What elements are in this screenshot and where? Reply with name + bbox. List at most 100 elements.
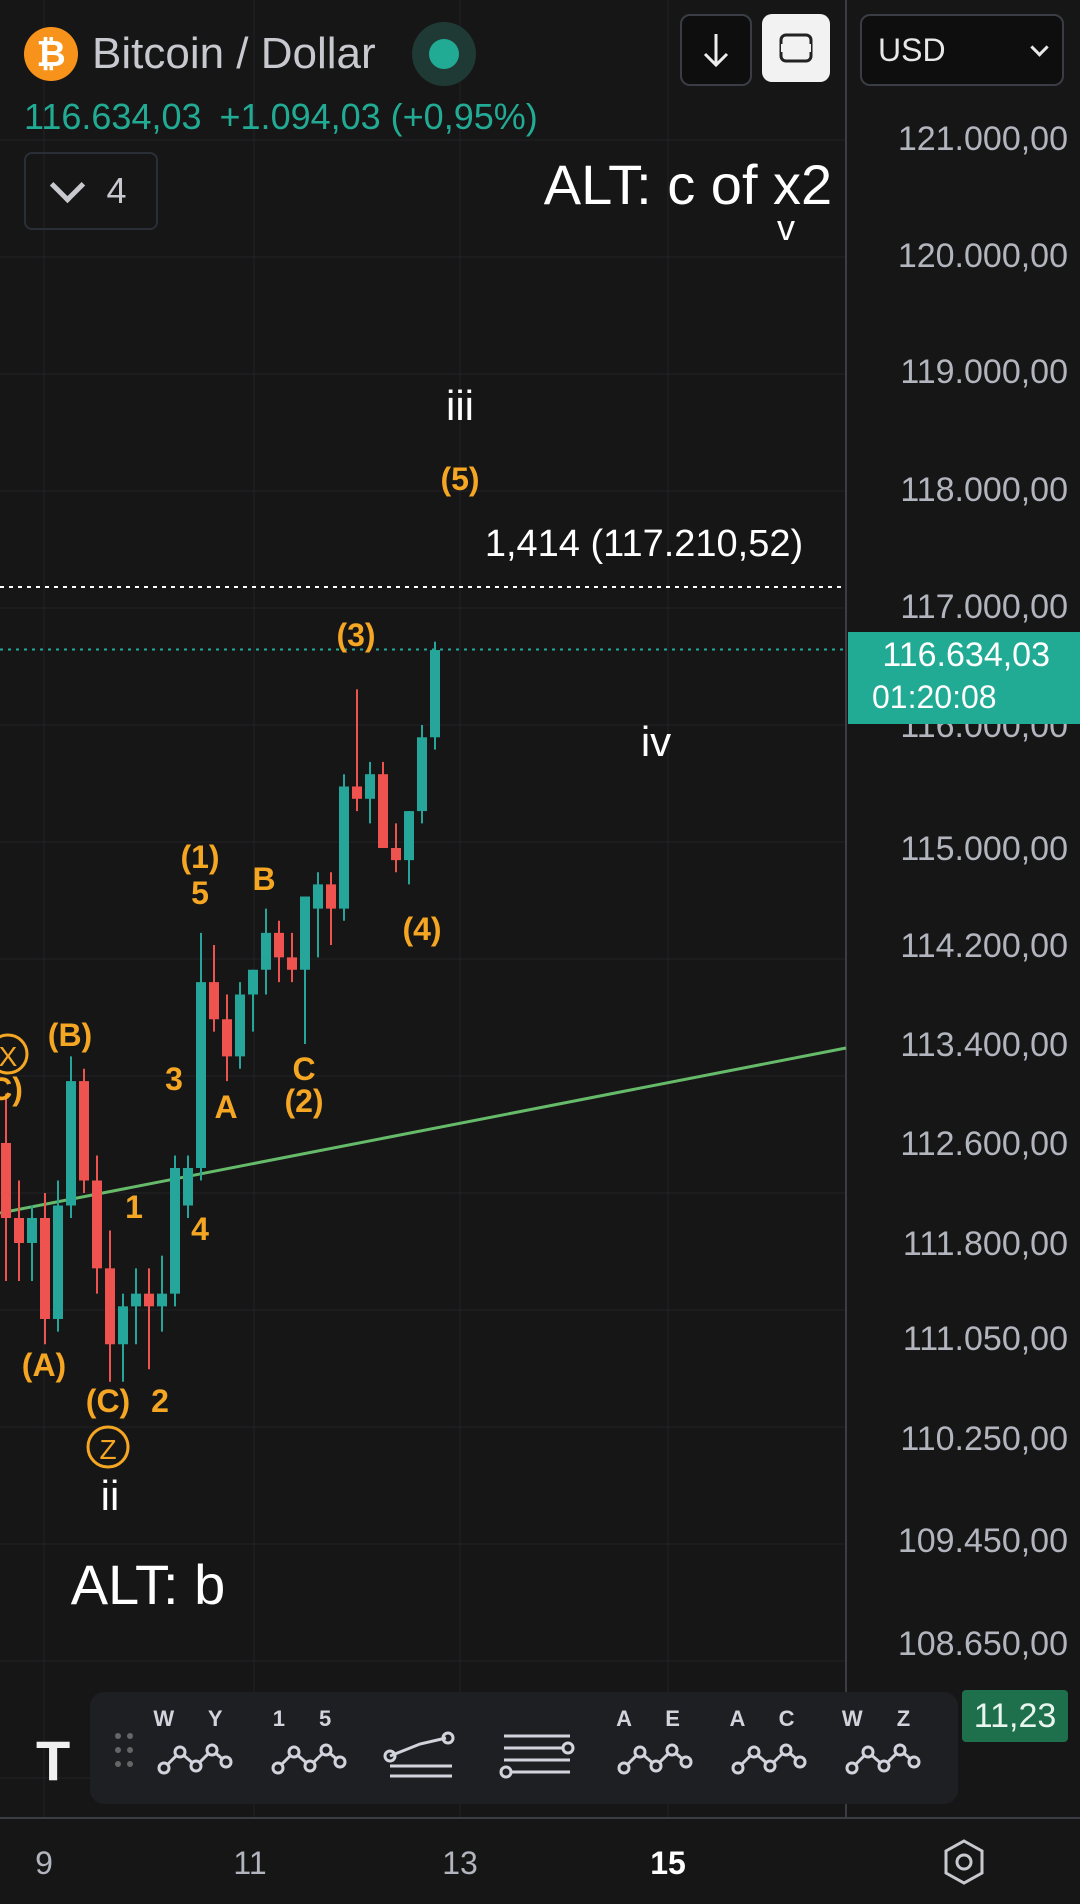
price-tick-label: 118.000,00 — [900, 471, 1068, 509]
wxy-tool-icon — [157, 1743, 233, 1775]
candle-body — [196, 982, 206, 1168]
wave-label-w2: (2) — [284, 1083, 323, 1119]
wave-label-Cp: (C) — [86, 1383, 130, 1419]
chevron-down-icon — [1030, 37, 1049, 57]
price-tick-label: 114.200,00 — [900, 927, 1068, 965]
wave-label-n1: 1 — [125, 1189, 143, 1225]
price-tick-label: 113.400,00 — [900, 1026, 1068, 1064]
fullscreen-icon — [779, 33, 813, 63]
abc-tool[interactable]: A C — [724, 1706, 814, 1790]
wave-circle-x — [0, 1033, 29, 1075]
currency-value: USD — [878, 31, 946, 68]
currency-select[interactable]: USD — [860, 14, 1064, 86]
tradingview-logo-icon: T — [36, 1729, 71, 1792]
settings-button[interactable] — [940, 1838, 988, 1891]
candle-body — [131, 1293, 141, 1307]
wave-label-B: B — [252, 861, 275, 897]
price-tick-label: 121.000,00 — [898, 120, 1068, 158]
candle-body — [14, 1218, 24, 1243]
price-tick-label: 110.250,00 — [900, 1420, 1068, 1458]
download-button[interactable] — [680, 14, 752, 86]
price-tick-label: 115.000,00 — [900, 830, 1068, 868]
indicator-collapse-button[interactable]: 4 — [24, 152, 158, 230]
wave-label-n2: 2 — [151, 1383, 169, 1419]
candle-body — [170, 1168, 180, 1294]
alt-c-wave-label: ALT: c of x2 — [544, 153, 832, 216]
last-price-badge-value: 116.634,03 — [882, 636, 1050, 674]
candle-body — [365, 774, 375, 799]
fib-extension-label: 1,414 (117.210,52) — [485, 523, 803, 565]
candle-body — [66, 1081, 76, 1206]
tool-letters: W Y — [153, 1706, 237, 1731]
wave-iii-label: iii — [446, 382, 474, 429]
last-price-badge — [848, 632, 1080, 724]
time-tick-label: 9 — [35, 1845, 53, 1881]
elliott-wave-toolbar: W Y 1 5 A E A C W Z — [90, 1692, 958, 1804]
wxy-tool[interactable]: W Y — [150, 1706, 240, 1790]
alt-b-wave-label: ALT: b — [71, 1553, 226, 1616]
candle-body — [352, 786, 362, 799]
candle-body — [222, 1019, 232, 1057]
pitchfork-tool[interactable] — [376, 1706, 466, 1790]
candle-body — [183, 1168, 193, 1206]
time-tick-label: 13 — [442, 1845, 478, 1881]
wave-label-w5: (5) — [440, 461, 479, 497]
partial-axis-label: 11,23 — [962, 1690, 1068, 1742]
fullscreen-button[interactable] — [762, 14, 830, 82]
candle-body — [235, 994, 245, 1057]
candle-body — [157, 1293, 167, 1307]
impulse-tool-icon — [271, 1743, 347, 1775]
tool-letters: W Z — [841, 1706, 925, 1731]
symbol-title[interactable]: Bitcoin / Dollar — [92, 29, 376, 78]
wave-label-Bp: (B) — [48, 1017, 92, 1053]
price-tick-label: 119.000,00 — [900, 353, 1068, 391]
price-tick-label: 111.050,00 — [903, 1320, 1068, 1358]
impulse-tool[interactable]: 1 5 — [264, 1706, 354, 1790]
current-price: 116.634,03 — [24, 96, 202, 137]
settings-hex-icon — [944, 1839, 984, 1885]
candle-body — [404, 811, 414, 861]
fib-tool[interactable] — [492, 1706, 582, 1790]
candle-body — [339, 786, 349, 909]
candle-body — [118, 1306, 128, 1345]
price-tick-label: 109.450,00 — [898, 1522, 1068, 1560]
candle-body — [326, 884, 336, 909]
arrow-down-icon — [703, 34, 729, 68]
price-tick-label: 112.600,00 — [900, 1125, 1068, 1163]
candle-body — [287, 957, 297, 970]
candle-body — [313, 884, 323, 909]
tool-letters: 1 5 — [272, 1706, 346, 1731]
time-tick-label: 15 — [650, 1845, 686, 1881]
triangle-tool[interactable]: A E — [610, 1706, 700, 1790]
candle-body — [430, 650, 440, 738]
candle-body — [300, 896, 310, 970]
candle-body — [248, 969, 258, 995]
candle-body — [417, 737, 427, 812]
candle-body — [105, 1268, 115, 1345]
wave-label-n4: 4 — [191, 1211, 209, 1247]
candle-body — [92, 1180, 102, 1269]
triangle-tool-icon — [617, 1743, 693, 1775]
wxyxz-tool[interactable]: W Z — [838, 1706, 928, 1790]
symbol-header: ₿ Bitcoin / Dollar — [24, 22, 476, 86]
wave-v-label: v — [777, 207, 795, 248]
fib-tool-icon — [499, 1734, 575, 1779]
candle-body — [261, 932, 271, 970]
wave-label-w4: (4) — [402, 911, 441, 947]
candle-body — [1, 1143, 11, 1218]
market-status-icon[interactable] — [411, 22, 476, 86]
bitcoin-icon: ₿ — [24, 27, 78, 81]
wave-circle-z — [86, 1425, 130, 1469]
price-tick-label: 111.800,00 — [903, 1225, 1068, 1263]
time-tick-label: 11 — [233, 1845, 266, 1881]
candle-body — [391, 848, 401, 861]
candle-body — [378, 774, 388, 848]
wave-label-C: C — [292, 1051, 315, 1087]
price-line: 116.634,03 +1.094,03 (+0,95%) — [24, 96, 556, 138]
candle-body — [274, 932, 284, 958]
drag-handle-icon[interactable] — [112, 1730, 136, 1770]
candle-body — [53, 1205, 63, 1319]
price-change: +1.094,03 (+0,95%) — [219, 96, 538, 137]
